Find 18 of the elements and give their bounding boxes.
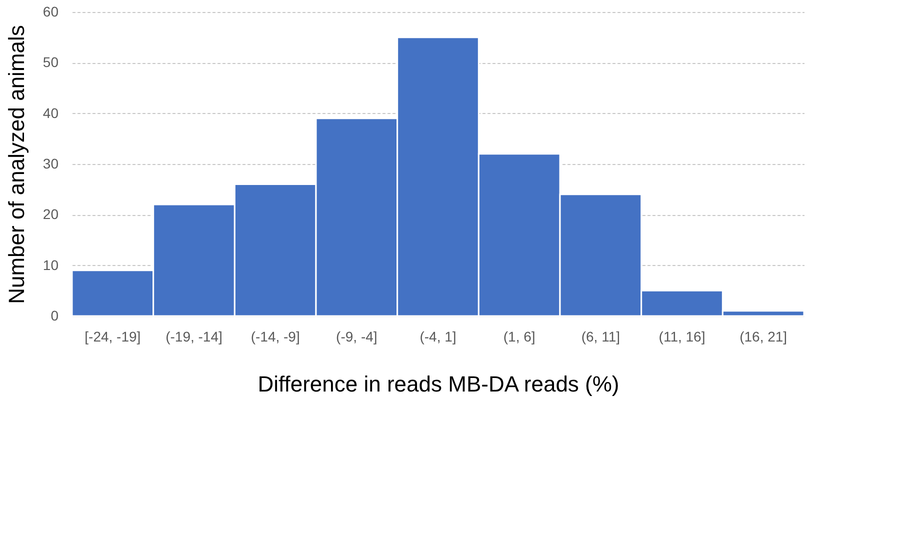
x-tick-label: (-14, -9]: [250, 328, 300, 344]
y-tick-label: 0: [50, 308, 59, 324]
x-tick-label: (-19, -14]: [166, 328, 222, 344]
x-tick-label: (16, 21]: [740, 328, 788, 344]
x-tick-label: (11, 16]: [658, 328, 706, 344]
x-axis-title: Difference in reads MB-DA reads (%): [258, 372, 620, 396]
x-tick-label: [-24, -19]: [84, 328, 141, 344]
x-tick-label: (-9, -4]: [336, 328, 378, 344]
x-tick-label: (-4, 1]: [420, 328, 456, 344]
x-tick-label: (1, 6]: [503, 328, 536, 344]
x-tick-label: (6, 11]: [581, 328, 620, 344]
y-tick-label: 30: [42, 156, 59, 172]
y-tick-label: 10: [42, 256, 59, 273]
y-axis-title: Number of analyzed animals: [4, 25, 29, 304]
y-tick-label: 50: [42, 54, 59, 70]
y-tick-label: 20: [42, 206, 59, 222]
y-tick-label: 40: [42, 104, 59, 121]
y-tick-label: 60: [42, 4, 59, 20]
